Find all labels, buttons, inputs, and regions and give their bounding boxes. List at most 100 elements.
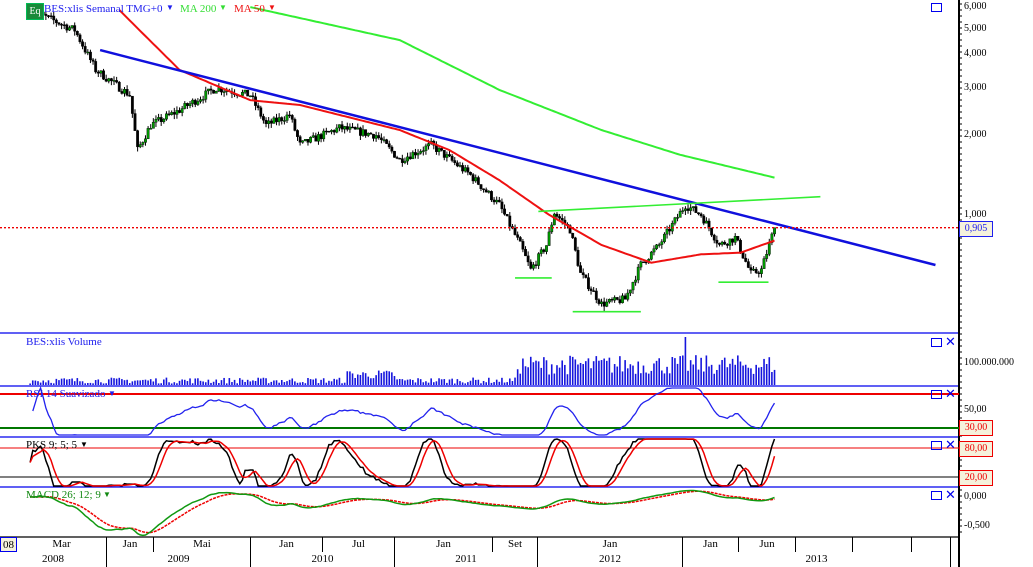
volume-panel-title[interactable]: BES:xlis Volume [26,336,102,348]
close-macd-panel-icon[interactable]: ✕ [945,488,956,503]
volume-bar [600,360,603,385]
candle-body [243,89,247,93]
price-tick: 1,000 [964,209,987,220]
volume-bar [417,378,419,385]
ma200-label[interactable]: MA 200 [180,3,217,15]
candle-body [57,22,61,25]
candle-body [159,117,163,122]
volume-bar [464,383,467,385]
candle-body [631,282,635,291]
ma50-dropdown-icon[interactable]: ▼ [268,3,276,12]
volume-bar [126,379,128,385]
last-price-tag: 0,905 [959,221,993,237]
candle-body [319,134,323,140]
volume-bar [197,378,199,385]
volume-bar [409,379,411,385]
candle-body [592,290,596,292]
candle-body [408,156,412,160]
volume-bar [76,378,79,385]
volume-bar [225,383,228,385]
rsi-dropdown-icon[interactable]: ▼ [108,389,116,398]
title-dropdown-icon[interactable]: ▼ [166,3,174,12]
candle-body [739,239,742,253]
candle-body [204,90,208,100]
candle-body [154,119,158,123]
close-pks-panel-icon[interactable]: ✕ [945,438,956,453]
volume-bar [522,358,524,385]
candle-body [246,89,250,97]
candle-body [406,156,409,162]
volume-bar [527,367,529,385]
volume-bar [220,380,223,385]
candle-body [474,177,478,182]
volume-bar [84,383,86,385]
macd-panel-title[interactable]: MACD 26; 12; 9 [26,489,101,501]
close-volume-panel-icon[interactable]: ✕ [945,335,956,350]
macd-signal-line [30,490,775,534]
volume-bar [430,378,432,385]
volume-bar [218,383,220,385]
downtrend-trendline [99,48,936,267]
candle-body [241,92,244,96]
volume-bar [37,381,39,385]
volume-bar [406,379,409,385]
candle-body [99,70,103,74]
candle-body [322,130,326,140]
volume-bar [341,383,343,385]
candle-body [277,117,281,123]
pks-dropdown-icon[interactable]: ▼ [80,440,88,449]
candle-body [104,79,108,82]
candle-body [351,126,354,129]
candle-body [167,113,171,116]
volume-bar [626,368,629,385]
volume-bar [346,371,349,385]
maximize-pks-panel-icon[interactable] [931,441,942,450]
candle-body [251,95,255,98]
volume-bar [301,382,304,385]
ma200-dropdown-icon[interactable]: ▼ [219,3,227,12]
month-label: Jul [323,537,395,552]
volume-bar [273,380,275,385]
chart-title[interactable]: BES:xlis Semanal TMG+0 [44,3,163,15]
candle-body [191,99,195,104]
candle-body [710,228,714,236]
candle-body [91,59,95,62]
candle-body [361,129,365,136]
volume-bar [189,378,191,385]
pks-panel-title[interactable]: PKS 9; 5; 5 [26,439,78,451]
candle-body [749,267,753,271]
candle-body [537,253,541,266]
candle-body [427,143,430,147]
close-rsi-panel-icon[interactable]: ✕ [945,387,956,402]
candle-body [52,15,56,21]
candle-body [600,301,603,304]
candle-body [196,101,200,105]
maximize-macd-panel-icon[interactable] [931,491,942,500]
volume-bar [79,381,81,385]
candle-body [466,167,470,173]
maximize-rsi-panel-icon[interactable] [931,390,942,399]
volume-bar [647,373,650,385]
candle-body [615,297,619,300]
volume-bar [587,358,590,385]
macd-dropdown-icon[interactable]: ▼ [103,490,111,499]
volume-bar [370,378,372,385]
volume-bar [354,377,356,385]
volume-bar [495,379,498,385]
volume-bar [170,383,173,385]
candle-body [117,81,121,92]
volume-bar [147,380,149,385]
volume-bar [446,382,448,385]
maximize-price-panel-icon[interactable] [931,3,942,12]
volume-bar [45,382,47,385]
candle-body [54,19,58,24]
ma50-label[interactable]: MA 50 [234,3,265,15]
volume-bar [668,373,671,385]
candle-body [752,268,755,271]
candle-body [610,299,614,301]
rsi-panel-title[interactable]: RSI 14 Suavizado [26,388,106,400]
month-label: 08 [0,537,17,552]
volume-bar [710,364,713,385]
candle-body [201,99,205,101]
maximize-volume-panel-icon[interactable] [931,338,942,347]
